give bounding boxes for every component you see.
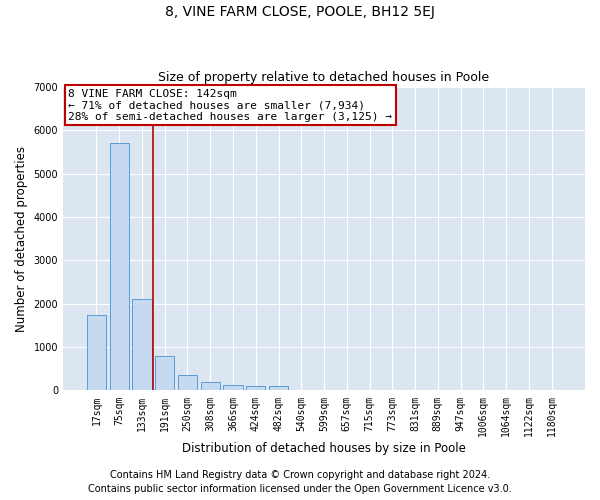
Bar xyxy=(87,314,106,390)
Text: 8 VINE FARM CLOSE: 142sqm
← 71% of detached houses are smaller (7,934)
28% of se: 8 VINE FARM CLOSE: 142sqm ← 71% of detac… xyxy=(68,88,392,122)
Text: Contains HM Land Registry data © Crown copyright and database right 2024.
Contai: Contains HM Land Registry data © Crown c… xyxy=(88,470,512,494)
X-axis label: Distribution of detached houses by size in Poole: Distribution of detached houses by size … xyxy=(182,442,466,455)
Bar xyxy=(178,376,197,390)
Bar xyxy=(155,356,175,390)
Bar xyxy=(200,382,220,390)
Title: Size of property relative to detached houses in Poole: Size of property relative to detached ho… xyxy=(158,72,490,85)
Bar xyxy=(269,386,288,390)
Y-axis label: Number of detached properties: Number of detached properties xyxy=(15,146,28,332)
Text: 8, VINE FARM CLOSE, POOLE, BH12 5EJ: 8, VINE FARM CLOSE, POOLE, BH12 5EJ xyxy=(165,5,435,19)
Bar xyxy=(110,144,129,390)
Bar xyxy=(223,385,242,390)
Bar xyxy=(246,386,265,390)
Bar xyxy=(132,300,152,390)
